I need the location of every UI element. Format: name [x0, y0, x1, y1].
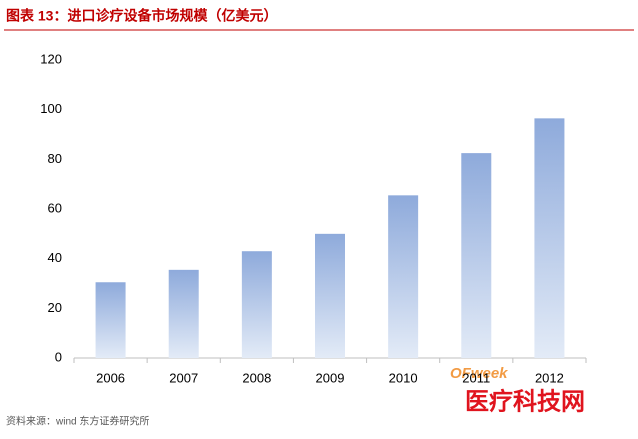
- chart-title: 图表 13：进口诊疗设备市场规模（亿美元）: [6, 8, 277, 24]
- bar: [388, 195, 419, 358]
- x-tick-label: 2009: [316, 370, 345, 385]
- y-tick-label: 0: [55, 349, 62, 364]
- x-tick-label: 2011: [462, 370, 490, 385]
- y-tick-label: 100: [40, 101, 62, 116]
- x-tick-label: 2012: [535, 370, 564, 385]
- bar: [315, 233, 345, 358]
- x-tick-label: 2006: [96, 370, 125, 385]
- y-tick-label: 80: [48, 151, 62, 166]
- x-tick-label: 2010: [389, 370, 418, 385]
- source-note: 资料来源：wind 东方证券研究所: [6, 415, 149, 428]
- watermark: 医疗科技网: [465, 387, 585, 415]
- bar: [534, 118, 565, 358]
- y-tick-label: 20: [48, 300, 62, 315]
- bar: [461, 153, 492, 358]
- bar: [241, 251, 272, 358]
- bar: [95, 282, 126, 358]
- y-tick-label: 40: [48, 250, 62, 265]
- bar: [168, 269, 199, 358]
- x-tick-label: 2008: [242, 370, 271, 385]
- watermark: OFweek: [450, 365, 508, 382]
- y-tick-label: 60: [48, 200, 62, 215]
- y-tick-label: 120: [40, 51, 62, 66]
- x-tick-label: 2007: [169, 370, 198, 385]
